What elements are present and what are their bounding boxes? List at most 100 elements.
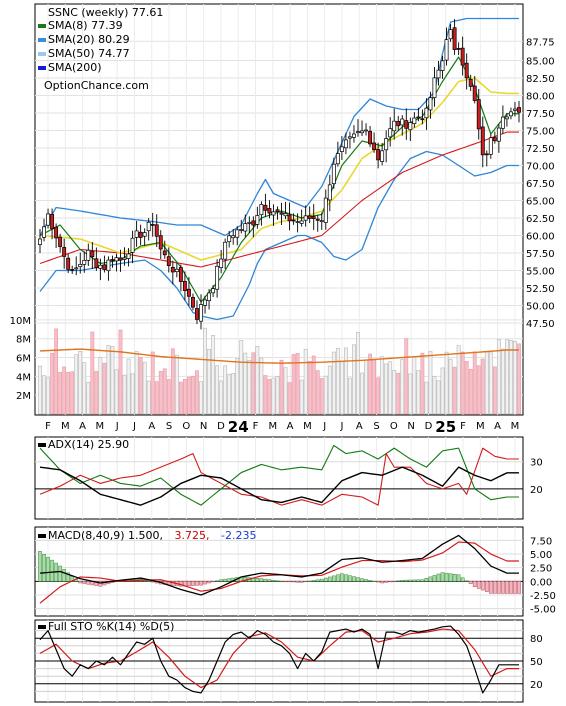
adx-tick-label: 30: [530, 458, 543, 469]
macd-histogram-bar: [327, 576, 332, 582]
source-label: OptionChance.com: [44, 79, 149, 92]
volume-bar: [339, 361, 344, 415]
candle-body: [476, 99, 481, 130]
volume-bar: [412, 357, 417, 415]
volume-axis-ticks: 10M 8M 6M 4M 2M: [10, 316, 31, 402]
candle-body: [106, 259, 111, 272]
legend-label: SMA(8) 77.39: [48, 19, 123, 32]
candle-body: [311, 216, 316, 219]
volume-bar: [82, 362, 87, 415]
volume-bar: [484, 351, 489, 415]
volume-bar: [303, 348, 308, 415]
stochastic-tick-label: 20: [530, 680, 543, 691]
candle-body: [162, 250, 167, 256]
macd-histogram-bar: [211, 581, 215, 583]
volume-bar: [46, 377, 50, 415]
price-tick-label: 82.50: [526, 74, 555, 85]
volume-bar: [452, 366, 457, 415]
macd-tick-label: -2.50: [530, 591, 556, 602]
candle-body: [396, 120, 401, 127]
volume-bar: [492, 366, 497, 415]
candle-body: [484, 153, 489, 156]
price-tick-label: 72.50: [526, 144, 555, 155]
macd-legend-swatch: [38, 534, 46, 538]
candle-body: [146, 221, 151, 232]
x-axis-label: N: [200, 421, 207, 432]
macd-histogram-bar: [187, 581, 191, 587]
x-axis-label: F: [45, 421, 51, 432]
candle-body: [54, 226, 59, 239]
volume-tick-label: 10M: [10, 316, 31, 327]
candle-body: [255, 215, 260, 225]
candle-body: [271, 211, 276, 216]
x-axis-label: A: [356, 421, 363, 432]
macd-histogram-bar: [420, 579, 425, 582]
macd-panel: [34, 526, 524, 617]
candle-body: [400, 118, 405, 126]
volume-bar: [396, 372, 401, 415]
macd-histogram-bar: [207, 581, 211, 584]
candle-body: [86, 249, 91, 261]
x-axis-label: A: [287, 421, 294, 432]
candle-body: [319, 220, 324, 222]
candle-body: [287, 214, 292, 222]
volume-bar: [158, 370, 163, 415]
volume-bar: [211, 335, 215, 415]
candle-body: [154, 224, 159, 237]
adx-lines: 30 20: [35, 444, 543, 506]
candle-body: [513, 108, 517, 111]
volume-bar: [420, 352, 425, 415]
x-axis-labels: F M A M J J A S O N D 24 F M A M J J A S O N D 25 F M A M: [45, 418, 519, 436]
macd-tick-label: 0.00: [530, 577, 552, 588]
volume-bar: [146, 380, 151, 415]
macd-histogram-bar: [440, 572, 445, 582]
macd-histogram-bar: [480, 581, 485, 591]
macd-histogram-bar: [484, 581, 489, 592]
x-axis-label: M: [61, 421, 70, 432]
candle-body: [247, 221, 252, 224]
candle-body: [170, 266, 175, 273]
candle-body: [66, 257, 71, 270]
price-tick-label: 52.50: [526, 284, 555, 295]
macd-signal-value: 3.725,: [175, 529, 210, 542]
volume-bar: [380, 356, 385, 415]
candle-body: [448, 29, 453, 40]
volume-bar: [517, 343, 521, 415]
candle-body: [412, 117, 417, 124]
candle-body: [508, 111, 513, 117]
macd-histogram-bar: [303, 581, 308, 583]
volume-bar: [247, 359, 252, 415]
candle-body: [384, 138, 389, 151]
macd-histogram-bar: [448, 573, 453, 582]
macd-histogram-bar: [146, 580, 151, 582]
macd-histogram-bar: [279, 581, 284, 583]
macd-histogram-bar: [364, 579, 368, 582]
macd-histogram-bar: [199, 581, 203, 586]
macd-tick-label: -5.00: [530, 605, 556, 616]
macd-histogram-bar: [492, 581, 497, 594]
volume-bar: [166, 379, 171, 415]
candle-body: [295, 221, 300, 223]
macd-tick-label: 2.50: [530, 564, 552, 575]
volume-bar: [432, 376, 437, 415]
volume-bar: [78, 350, 83, 415]
volume-bar: [327, 365, 332, 415]
volume-bar: [271, 377, 276, 415]
volume-bar: [279, 359, 284, 415]
macd-histogram-bar: [384, 581, 389, 583]
volume-bar: [344, 347, 348, 415]
x-axis-label: S: [166, 421, 172, 432]
volume-bar: [376, 377, 381, 415]
macd-histogram-bar: [452, 573, 457, 582]
volume-bar: [114, 369, 119, 415]
volume-bar: [191, 375, 195, 415]
stochastic-tick-label: 50: [530, 657, 543, 668]
volume-bar: [352, 344, 356, 415]
candle-body: [211, 288, 216, 294]
volume-bar: [62, 366, 67, 415]
volume-bar: [255, 346, 260, 415]
candle-body: [488, 137, 493, 155]
candle-body: [78, 264, 83, 268]
macd-histogram-bar: [488, 581, 493, 594]
macd-histogram-bar: [98, 581, 103, 587]
